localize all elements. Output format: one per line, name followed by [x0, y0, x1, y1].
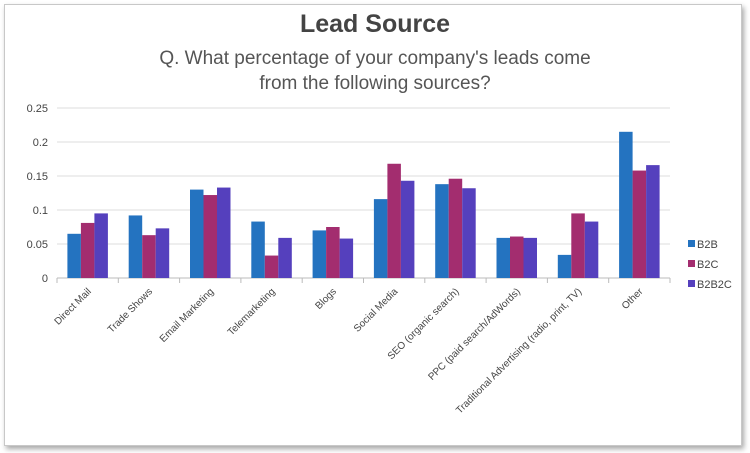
x-category-label: Trade Shows: [106, 286, 155, 335]
bar-b2b2c: [584, 221, 599, 278]
bar-b2c: [80, 222, 95, 278]
bar-b2b: [557, 254, 572, 278]
chart-title: Lead Source: [299, 10, 451, 38]
bar-b2b2c: [462, 188, 476, 278]
bar-b2b2c: [523, 237, 537, 278]
bar-b2c: [203, 195, 217, 278]
legend-label: B2B2C: [697, 279, 732, 291]
x-category-label: Other: [620, 286, 646, 312]
bar-b2b: [67, 233, 81, 278]
y-tick-label: 0.2: [33, 137, 48, 149]
bar-b2c: [571, 213, 585, 278]
y-tick-label: 0: [42, 273, 48, 285]
y-tick-label: 0.1: [33, 205, 48, 217]
x-category-label: Traditional Advertising (radio, print, T…: [454, 286, 584, 416]
legend-label: B2C: [697, 259, 718, 271]
chart-subtitle: Q. What percentage of your company's lea…: [159, 48, 591, 94]
x-category-label: Email Marketing: [158, 286, 216, 344]
chart-frame: [4, 4, 742, 446]
bar-b2b: [128, 215, 143, 278]
x-category-label: Direct Mail: [53, 286, 94, 327]
bar-b2c: [632, 170, 647, 278]
legend-swatch: [688, 240, 695, 247]
x-category-label: Telemarketing: [226, 286, 278, 338]
bar-b2c: [326, 227, 340, 278]
bar-b2b2c: [646, 165, 660, 278]
x-category-label: Blogs: [314, 286, 339, 311]
bar-b2b2c: [94, 213, 108, 278]
bar-b2b2c: [400, 180, 415, 278]
bar-b2b2c: [217, 187, 231, 278]
bar-b2c: [264, 255, 279, 278]
bar-b2b: [435, 184, 449, 278]
bar-b2c: [387, 163, 401, 278]
bar-b2c: [510, 236, 524, 278]
bar-b2b2c: [339, 238, 354, 278]
y-tick-label: 0.15: [27, 171, 48, 183]
bar-b2b: [619, 131, 633, 278]
legend-label: B2B: [697, 239, 718, 251]
bar-b2b: [373, 199, 388, 278]
bar-b2b: [251, 221, 265, 278]
y-tick-label: 0.05: [27, 239, 48, 251]
legend-swatch: [688, 260, 695, 267]
bar-b2b: [312, 230, 327, 278]
bar-b2c: [142, 235, 156, 278]
bar-b2b: [190, 189, 204, 278]
y-tick-label: 0.25: [27, 103, 48, 115]
bar-b2b: [496, 237, 510, 278]
bar-b2b2c: [278, 237, 292, 278]
x-category-label: Social Media: [352, 286, 401, 335]
bar-b2c: [448, 178, 463, 278]
legend-swatch: [688, 280, 695, 287]
bar-b2b2c: [155, 228, 170, 278]
